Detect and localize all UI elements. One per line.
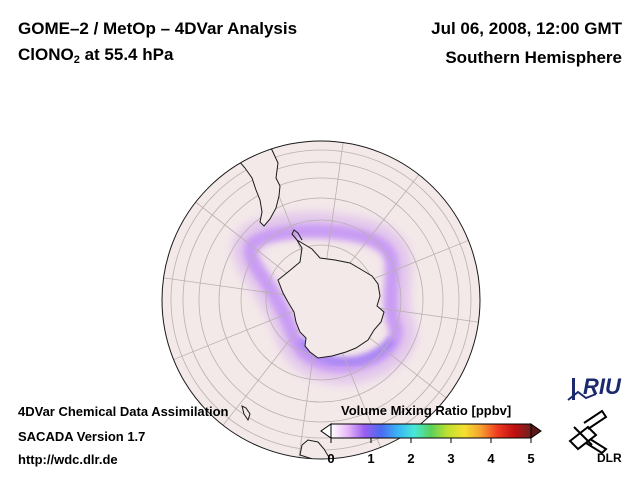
colorbar-tick-label: 1 xyxy=(367,451,375,466)
colorbar-ticks xyxy=(330,438,532,443)
dlr-logo-bar xyxy=(573,426,593,446)
region-label: Southern Hemisphere xyxy=(445,48,622,67)
pressure-level: at 55.4 hPa xyxy=(79,45,174,64)
colorbar-tick-label: 2 xyxy=(407,451,415,466)
riu-logo-text: RIU xyxy=(583,374,621,399)
footer-version: SACADA Version 1.7 xyxy=(18,429,146,444)
dlr-logo-wing-2 xyxy=(583,409,608,430)
riu-logo-mark xyxy=(572,378,575,400)
colorbar-min-arrow xyxy=(320,423,332,439)
map-title: GOME–2 / MetOp – 4DVar Analysis xyxy=(18,19,298,38)
species-name: ClONO xyxy=(18,45,74,64)
antarctic-peninsula xyxy=(291,229,303,241)
species-subscript: 2 xyxy=(73,54,80,66)
antarctica-coastline xyxy=(277,239,385,359)
colorbar-tick-label: 3 xyxy=(447,451,455,466)
datetime: Jul 06, 2008, 12:00 GMT xyxy=(431,19,622,38)
globe-outline xyxy=(161,140,481,460)
colorbar-tick-label: 0 xyxy=(327,451,335,466)
colorbar-gradient xyxy=(330,423,532,439)
colorbar xyxy=(320,423,542,443)
colorbar-title: Volume Mixing Ratio [ppbv] xyxy=(341,403,512,418)
dlr-logo-wing-1 xyxy=(568,425,598,451)
riu-logo xyxy=(567,378,597,401)
new-zealand-coastline xyxy=(241,405,251,422)
dlr-logo-text: DLR xyxy=(597,451,622,465)
riu-logo-wave xyxy=(567,390,597,401)
dlr-logo xyxy=(568,409,608,455)
footer-url[interactable]: http://wdc.dlr.de xyxy=(18,452,118,467)
species-level: ClONO2 at 55.4 hPa xyxy=(18,46,173,66)
colorbar-tick-label: 5 xyxy=(527,451,535,466)
dlr-logo-wing-3 xyxy=(585,438,608,455)
australia-coastline xyxy=(299,439,331,459)
colorbar-tick-label: 4 xyxy=(487,451,495,466)
footer-assimilation: 4DVar Chemical Data Assimilation xyxy=(18,404,229,419)
colorbar-max-arrow xyxy=(530,423,542,439)
